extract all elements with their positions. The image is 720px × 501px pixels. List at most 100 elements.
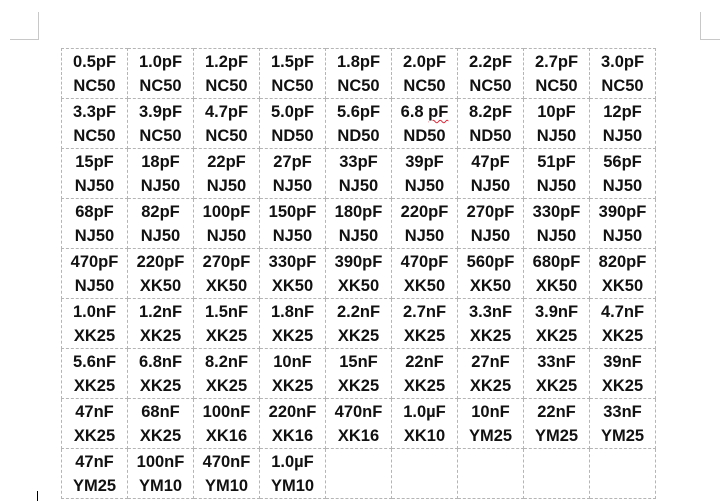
table-cell[interactable]: 10nF XK25 <box>259 348 326 399</box>
table-cell[interactable]: 33nF YM25 <box>589 398 656 449</box>
table-cell[interactable]: 2.7pF NC50 <box>523 48 590 99</box>
table-cell[interactable]: 47nF YM25 <box>61 448 128 499</box>
table-cell[interactable]: 3.3nF XK25 <box>457 298 524 349</box>
capacitance-value: 560pF <box>466 253 515 271</box>
table-cell[interactable]: 33pF NJ50 <box>325 148 392 199</box>
table-cell[interactable]: 10nF YM25 <box>457 398 524 449</box>
part-code: XK25 <box>271 377 314 395</box>
table-cell[interactable]: 10pF NJ50 <box>523 98 590 149</box>
part-code: NC50 <box>535 77 578 95</box>
table-cell[interactable]: 470pF NJ50 <box>61 248 128 299</box>
part-code <box>590 474 655 498</box>
table-cell[interactable]: 1.5pF NC50 <box>259 48 326 99</box>
table-cell[interactable] <box>589 448 656 499</box>
table-cell[interactable]: 39nF XK25 <box>589 348 656 399</box>
table-cell[interactable]: 270pF NJ50 <box>457 198 524 249</box>
table-cell[interactable]: 5.6nF XK25 <box>61 348 128 399</box>
table-cell[interactable] <box>391 448 458 499</box>
table-cell[interactable]: 51pF NJ50 <box>523 148 590 199</box>
table-cell[interactable]: 5.6pF ND50 <box>325 98 392 149</box>
capacitance-value: 27nF <box>471 353 510 371</box>
table-cell[interactable]: 5.0pF ND50 <box>259 98 326 149</box>
table-cell[interactable]: 100nF YM10 <box>127 448 194 499</box>
table-cell[interactable]: 8.2nF XK25 <box>193 348 260 399</box>
part-code <box>458 474 523 498</box>
table-cell[interactable]: 100nF XK16 <box>193 398 260 449</box>
table-cell[interactable]: 2.2nF XK25 <box>325 298 392 349</box>
table-cell[interactable]: 3.9nF XK25 <box>523 298 590 349</box>
table-cell[interactable]: 68nF XK25 <box>127 398 194 449</box>
table-cell[interactable]: 3.0pF NC50 <box>589 48 656 99</box>
table-cell[interactable]: 2.0pF NC50 <box>391 48 458 99</box>
table-cell[interactable]: 820pF XK50 <box>589 248 656 299</box>
table-cell[interactable]: 8.2pF ND50 <box>457 98 524 149</box>
part-code: NJ50 <box>602 177 643 195</box>
table-cell[interactable]: 330pF NJ50 <box>523 198 590 249</box>
capacitance-value: 100nF <box>136 453 185 471</box>
table-cell[interactable]: 33nF XK25 <box>523 348 590 399</box>
table-cell[interactable]: 3.9pF NC50 <box>127 98 194 149</box>
table-cell[interactable]: 390pF XK50 <box>325 248 392 299</box>
table-cell[interactable]: 1.5nF XK25 <box>193 298 260 349</box>
table-cell[interactable] <box>523 448 590 499</box>
table-cell[interactable]: 1.0µF XK10 <box>391 398 458 449</box>
table-cell[interactable]: 150pF NJ50 <box>259 198 326 249</box>
table-cell[interactable]: 39pF NJ50 <box>391 148 458 199</box>
table-cell[interactable]: 3.3pF NC50 <box>61 98 128 149</box>
table-cell[interactable]: 220nF XK16 <box>259 398 326 449</box>
table-cell[interactable]: 22pF NJ50 <box>193 148 260 199</box>
table-cell[interactable]: 15nF XK25 <box>325 348 392 399</box>
part-code: NJ50 <box>140 177 181 195</box>
table-cell[interactable]: 330pF XK50 <box>259 248 326 299</box>
table-cell[interactable]: 680pF XK50 <box>523 248 590 299</box>
table-cell[interactable]: 1.8pF NC50 <box>325 48 392 99</box>
table-cell[interactable]: 4.7nF XK25 <box>589 298 656 349</box>
table-cell[interactable]: 68pF NJ50 <box>61 198 128 249</box>
table-cell[interactable]: 100pF NJ50 <box>193 198 260 249</box>
part-code: XK25 <box>205 327 248 345</box>
capacitance-value: 10nF <box>273 353 312 371</box>
table-cell[interactable]: 6.8 pF ND50 <box>391 98 458 149</box>
table-cell[interactable]: 27pF NJ50 <box>259 148 326 199</box>
table-cell[interactable]: 270pF XK50 <box>193 248 260 299</box>
table-cell[interactable]: 82pF NJ50 <box>127 198 194 249</box>
table-cell[interactable]: 560pF XK50 <box>457 248 524 299</box>
table-cell[interactable] <box>325 448 392 499</box>
table-cell[interactable]: 0.5pF NC50 <box>61 48 128 99</box>
part-code: NC50 <box>271 77 314 95</box>
table-cell[interactable]: 1.0µF YM10 <box>259 448 326 499</box>
table-cell[interactable]: 1.0nF XK25 <box>61 298 128 349</box>
table-cell[interactable]: 56pF NJ50 <box>589 148 656 199</box>
capacitance-value: 330pF <box>532 203 581 221</box>
capacitance-value: 22nF <box>405 353 444 371</box>
table-cell[interactable]: 1.2pF NC50 <box>193 48 260 99</box>
part-code: NJ50 <box>74 277 115 295</box>
table-cell[interactable]: 180pF NJ50 <box>325 198 392 249</box>
table-cell[interactable]: 1.2nF XK25 <box>127 298 194 349</box>
part-code: XK25 <box>139 427 182 445</box>
table-cell[interactable]: 6.8nF XK25 <box>127 348 194 399</box>
table-cell[interactable]: 12pF NJ50 <box>589 98 656 149</box>
part-code: XK25 <box>601 377 644 395</box>
table-cell[interactable]: 1.0pF NC50 <box>127 48 194 99</box>
table-cell[interactable]: 390pF NJ50 <box>589 198 656 249</box>
table-cell[interactable]: 22nF XK25 <box>391 348 458 399</box>
capacitance-value: 2.7pF <box>534 53 579 71</box>
table-cell[interactable]: 2.7nF XK25 <box>391 298 458 349</box>
table-cell[interactable]: 220pF XK50 <box>127 248 194 299</box>
table-cell[interactable]: 470nF XK16 <box>325 398 392 449</box>
table-cell[interactable]: 2.2pF NC50 <box>457 48 524 99</box>
capacitance-value: 8.2nF <box>204 353 249 371</box>
table-cell[interactable]: 1.8nF XK25 <box>259 298 326 349</box>
table-cell[interactable]: 15pF NJ50 <box>61 148 128 199</box>
table-cell[interactable]: 47pF NJ50 <box>457 148 524 199</box>
table-cell[interactable]: 4.7pF NC50 <box>193 98 260 149</box>
table-cell[interactable]: 22nF YM25 <box>523 398 590 449</box>
table-cell[interactable]: 18pF NJ50 <box>127 148 194 199</box>
table-cell[interactable]: 27nF XK25 <box>457 348 524 399</box>
table-cell[interactable]: 47nF XK25 <box>61 398 128 449</box>
table-cell[interactable]: 220pF NJ50 <box>391 198 458 249</box>
table-cell[interactable]: 470nF YM10 <box>193 448 260 499</box>
table-cell[interactable]: 470pF XK50 <box>391 248 458 299</box>
table-cell[interactable] <box>457 448 524 499</box>
